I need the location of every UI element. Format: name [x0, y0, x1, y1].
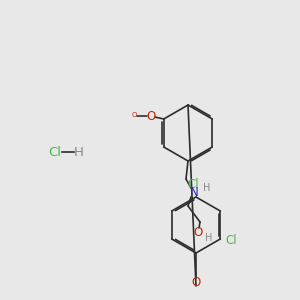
Text: O: O — [146, 110, 155, 122]
Text: O: O — [194, 226, 202, 238]
Text: O: O — [132, 112, 137, 118]
Text: H: H — [203, 183, 210, 193]
Text: H: H — [205, 233, 212, 243]
Text: Cl: Cl — [49, 146, 62, 158]
Text: Cl: Cl — [187, 178, 199, 191]
Text: N: N — [190, 185, 198, 199]
Text: H: H — [74, 146, 84, 158]
Text: O: O — [191, 275, 201, 289]
Text: Cl: Cl — [225, 235, 237, 248]
